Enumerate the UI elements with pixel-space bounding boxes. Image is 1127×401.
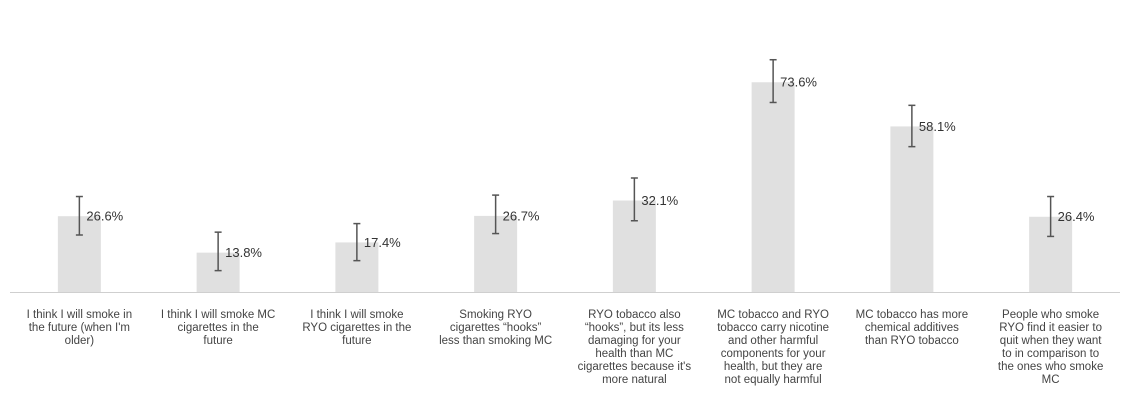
error-bar-5: [630, 177, 638, 222]
value-label-6: 73.6%: [780, 75, 817, 90]
bar-6: [751, 82, 795, 293]
error-bar-7: [908, 104, 916, 148]
category-label-2: I think I will smoke MC cigarettes in the…: [161, 309, 275, 347]
error-bar-4: [492, 194, 500, 235]
error-bars-layer: [75, 58, 1055, 272]
category-label-5: RYO tobacco also “hooks”, but its less dam…: [578, 309, 692, 386]
error-bar-1: [75, 195, 83, 236]
value-label-8: 26.4%: [1058, 209, 1095, 224]
category-label-6: MC tobacco and RYO tobacco carry nicotine…: [717, 309, 829, 386]
category-label-8: People who smoke RYO find it easier to qui…: [998, 309, 1103, 386]
category-label-7: MC tobacco has more chemical additives tha…: [856, 309, 969, 347]
value-label-5: 32.1%: [641, 193, 678, 208]
bars-layer: [57, 82, 1073, 293]
category-labels-layer: I think I will smoke in the future (when …: [27, 309, 1104, 386]
value-label-3: 17.4%: [364, 235, 401, 250]
bar-7: [890, 126, 934, 292]
error-bar-6: [769, 58, 777, 104]
value-labels-layer: 26.6% 13.8% 17.4% 26.7% 32.1% 73.6% 58.1% 26.4%: [86, 75, 1095, 260]
category-label-3: I think I will smoke RYO cigarettes in th…: [302, 309, 411, 347]
category-label-4: Smoking RYO cigarettes “hooks” less than s…: [439, 309, 552, 347]
value-label-7: 58.1%: [919, 119, 956, 134]
error-bar-3: [353, 222, 361, 262]
category-label-1: I think I will smoke in the future (when …: [27, 309, 132, 347]
error-bar-8: [1047, 195, 1055, 238]
value-label-2: 13.8%: [225, 245, 262, 260]
value-label-1: 26.6%: [86, 209, 123, 224]
value-label-4: 26.7%: [503, 208, 540, 223]
error-bar-2: [214, 231, 222, 272]
